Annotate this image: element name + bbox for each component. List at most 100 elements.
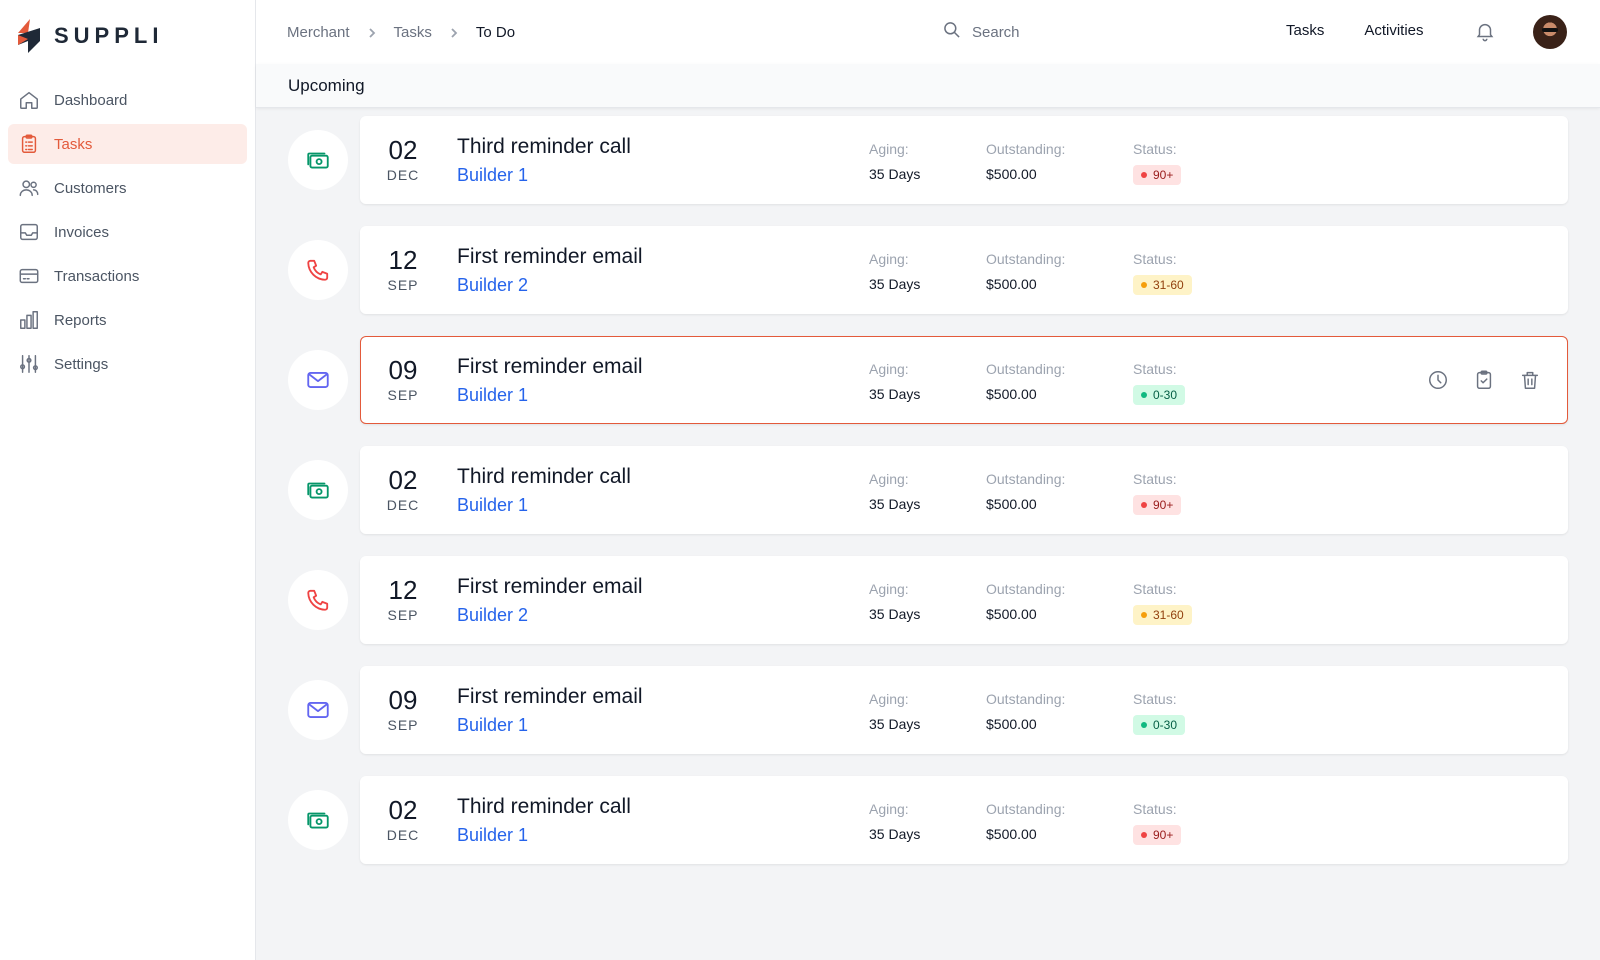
search-placeholder: Search — [972, 24, 1020, 41]
task-customer-link[interactable]: Builder 1 — [457, 165, 529, 185]
sidebar-item-customers[interactable]: Customers — [8, 168, 247, 208]
task-card[interactable]: 12 SEP First reminder email Builder 2 Ag… — [360, 226, 1568, 314]
brand-name: SUPPLI — [54, 23, 164, 48]
task-date-day: 12 — [388, 245, 418, 275]
status-dot — [1141, 172, 1147, 178]
status-badge: 0-30 — [1133, 385, 1186, 405]
task-date: 12 SEP — [373, 245, 433, 293]
header-link-activities[interactable]: Activities — [1364, 22, 1424, 39]
task-aging: Aging: 35 Days — [869, 581, 920, 622]
task-aging: Aging: 35 Days — [869, 141, 920, 182]
aging-value: 35 Days — [869, 606, 921, 622]
breadcrumb: Merchant Tasks To Do — [256, 24, 896, 41]
outstanding-value: $500.00 — [986, 716, 1037, 732]
sidebar-item-settings[interactable]: Settings — [8, 344, 247, 384]
task-outstanding: Outstanding: $500.00 — [986, 251, 1065, 292]
sidebar-item-invoices[interactable]: Invoices — [8, 212, 247, 252]
sidebar-item-reports[interactable]: Reports — [8, 300, 247, 340]
task-card[interactable]: 02 DEC Third reminder call Builder 1 Agi… — [360, 776, 1568, 864]
mail-icon — [307, 702, 329, 718]
task-type-button[interactable] — [288, 350, 348, 410]
status-label: Status: — [1133, 581, 1177, 597]
task-title-block: First reminder email Builder 2 — [457, 573, 643, 626]
clock-icon[interactable] — [1427, 369, 1449, 391]
task-date-day: 09 — [388, 685, 418, 715]
task-date: 02 DEC — [373, 135, 433, 183]
trash-icon[interactable] — [1519, 369, 1541, 391]
task-row: 09 SEP First reminder email Builder 1 Ag… — [288, 336, 1572, 424]
aging-label: Aging: — [869, 691, 909, 707]
clipboard-icon — [18, 133, 40, 155]
task-date-month: SEP — [387, 277, 419, 293]
aging-label: Aging: — [869, 801, 909, 817]
task-status: Status: 90+ — [1133, 801, 1182, 845]
breadcrumb-tasks[interactable]: Tasks — [393, 23, 432, 41]
breadcrumb-merchant[interactable]: Merchant — [287, 23, 350, 41]
task-title: First reminder email — [457, 245, 643, 268]
task-date-month: DEC — [386, 827, 420, 843]
task-customer-link[interactable]: Builder 1 — [457, 385, 529, 405]
bell-icon[interactable] — [1474, 20, 1496, 42]
task-card[interactable]: 09 SEP First reminder email Builder 1 Ag… — [360, 336, 1568, 424]
chart-bar-icon — [18, 309, 40, 331]
sidebar-item-tasks[interactable]: Tasks — [8, 124, 247, 164]
sidebar-item-label: Settings — [54, 355, 109, 373]
task-type-button[interactable] — [288, 130, 348, 190]
task-type-button[interactable] — [288, 460, 348, 520]
task-customer-link[interactable]: Builder 1 — [457, 495, 529, 515]
sidebar-item-label: Transactions — [54, 267, 140, 285]
task-type-button[interactable] — [288, 680, 348, 740]
task-outstanding: Outstanding: $500.00 — [986, 471, 1065, 512]
avatar[interactable] — [1533, 15, 1567, 49]
status-dot — [1141, 392, 1147, 398]
suppli-logo-icon — [18, 19, 40, 53]
task-customer-link[interactable]: Builder 1 — [457, 825, 529, 845]
task-title-block: Third reminder call Builder 1 — [457, 463, 631, 516]
sidebar-item-dashboard[interactable]: Dashboard — [8, 80, 247, 120]
task-status: Status: 0-30 — [1133, 691, 1186, 735]
task-aging: Aging: 35 Days — [869, 691, 920, 732]
task-card[interactable]: 12 SEP First reminder email Builder 2 Ag… — [360, 556, 1568, 644]
sidebar-item-transactions[interactable]: Transactions — [8, 256, 247, 296]
status-badge-text: 31-60 — [1153, 278, 1184, 292]
task-outstanding: Outstanding: $500.00 — [986, 801, 1065, 842]
credit-card-icon — [18, 265, 40, 287]
task-customer-link[interactable]: Builder 2 — [457, 275, 529, 295]
task-date: 02 DEC — [373, 795, 433, 843]
clipboard-check-icon[interactable] — [1473, 369, 1495, 391]
task-customer-link[interactable]: Builder 1 — [457, 715, 529, 735]
task-title-block: First reminder email Builder 2 — [457, 243, 643, 296]
status-dot — [1141, 282, 1147, 288]
task-date: 09 SEP — [373, 685, 433, 733]
task-customer-link[interactable]: Builder 2 — [457, 605, 529, 625]
task-type-button[interactable] — [288, 570, 348, 630]
task-type-button[interactable] — [288, 240, 348, 300]
cash-icon — [307, 482, 329, 499]
search-input[interactable]: Search — [942, 20, 1242, 45]
outstanding-value: $500.00 — [986, 166, 1037, 182]
brand-logo[interactable]: SUPPLI — [0, 0, 255, 72]
section-title: Upcoming — [288, 76, 365, 95]
task-row: 02 DEC Third reminder call Builder 1 Agi… — [288, 446, 1572, 534]
task-card[interactable]: 02 DEC Third reminder call Builder 1 Agi… — [360, 446, 1568, 534]
header-link-tasks[interactable]: Tasks — [1286, 22, 1325, 39]
task-status: Status: 31-60 — [1133, 251, 1192, 295]
task-status: Status: 0-30 — [1133, 361, 1186, 405]
task-type-button[interactable] — [288, 790, 348, 850]
section-header: Upcoming — [256, 64, 1600, 108]
outstanding-value: $500.00 — [986, 496, 1037, 512]
task-card[interactable]: 02 DEC Third reminder call Builder 1 Agi… — [360, 116, 1568, 204]
inbox-icon — [18, 221, 40, 243]
outstanding-value: $500.00 — [986, 606, 1037, 622]
users-icon — [18, 177, 40, 199]
status-badge-text: 90+ — [1153, 498, 1174, 512]
outstanding-label: Outstanding: — [986, 581, 1066, 597]
task-card[interactable]: 09 SEP First reminder email Builder 1 Ag… — [360, 666, 1568, 754]
status-badge-text: 90+ — [1153, 828, 1174, 842]
status-badge-text: 0-30 — [1153, 388, 1178, 402]
task-title: First reminder email — [457, 575, 643, 598]
task-date: 12 SEP — [373, 575, 433, 623]
status-badge: 90+ — [1133, 825, 1182, 845]
task-date: 02 DEC — [373, 465, 433, 513]
status-badge: 90+ — [1133, 165, 1182, 185]
